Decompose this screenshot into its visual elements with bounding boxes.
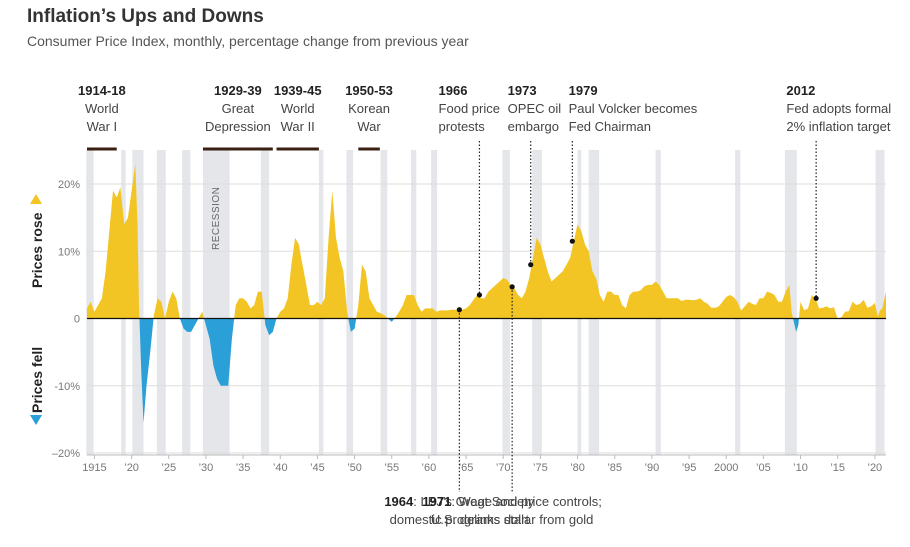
event-text: 2% inflation target xyxy=(786,119,890,134)
x-tick-label: ’80 xyxy=(570,462,585,474)
event-1973: 1973 OPEC oil embargo xyxy=(508,83,562,268)
prices-rose-text: Prices rose xyxy=(29,212,45,288)
event-dot xyxy=(813,295,819,301)
event-1979: 1979 Paul Volcker becomes Fed Chairman xyxy=(569,83,698,244)
event-text: U.S. delinks dollar from gold xyxy=(431,512,594,527)
x-tick-label: ’90 xyxy=(645,462,660,474)
x-tick-label: ’05 xyxy=(756,462,771,474)
event-text: World xyxy=(85,101,119,116)
prices-fell-label: Prices fell xyxy=(29,347,45,425)
prices-rose-label: Prices rose xyxy=(29,194,45,288)
event-text: domestic programs start xyxy=(390,512,530,527)
recession-band xyxy=(784,150,797,455)
x-tick-label: ’25 xyxy=(161,462,176,474)
event-year: 1929-39 xyxy=(214,83,262,98)
event-1966: 1966 Food price protests xyxy=(439,83,500,298)
prices-fell-text: Prices fell xyxy=(29,347,45,413)
recession-band xyxy=(86,150,94,455)
y-tick-label: –20% xyxy=(52,448,80,460)
event-text: Great xyxy=(222,101,255,116)
x-tick-label: 2000 xyxy=(714,462,738,474)
chart-title: Inflation’s Ups and Downs xyxy=(27,6,264,27)
x-tick-label: ’20 xyxy=(868,462,883,474)
event-text: Fed Chairman xyxy=(569,119,651,134)
event-1950-53: 1950-53 Korean War xyxy=(345,83,393,151)
x-tick-label: ’20 xyxy=(124,462,139,474)
y-tick-label: 10% xyxy=(58,246,80,258)
event-1964: 1964: LBJ’s Great Society domestic progra… xyxy=(384,307,535,527)
event-text: 1964: LBJ’s Great Society xyxy=(384,494,535,509)
event-text: Fed adopts formal xyxy=(786,101,891,116)
event-text-line: : LBJ’s Great Society xyxy=(413,494,535,509)
event-year: 1971 xyxy=(422,494,451,509)
x-tick-label: ’15 xyxy=(830,462,845,474)
event-text: War xyxy=(357,119,381,134)
event-year: 1950-53 xyxy=(345,83,393,98)
event-text: protests xyxy=(439,119,486,134)
x-tick-label: ’40 xyxy=(273,462,288,474)
x-tick-label: ’75 xyxy=(533,462,548,474)
x-tick-label: ’95 xyxy=(682,462,697,474)
recession-band xyxy=(346,150,354,455)
event-1914-18: 1914-18 World War I xyxy=(78,83,126,151)
x-tick-label: ’45 xyxy=(310,462,325,474)
axes: 1915 ’20 ’25 ’30 ’35 ’40 ’45 ’50 ’55 ’60 ’65 ’70 ’75… xyxy=(82,317,886,474)
x-tick-label: ’65 xyxy=(459,462,474,474)
y-tick-label: 20% xyxy=(58,179,80,191)
event-year: 2012 xyxy=(786,83,815,98)
event-text: War I xyxy=(87,119,118,134)
x-tick-label: ’55 xyxy=(384,462,399,474)
recession-band xyxy=(380,150,388,455)
recession-band xyxy=(735,150,741,455)
event-text: 1971: Wage and price controls; xyxy=(422,494,601,509)
event-1929-39: 1929-39 Great Depression xyxy=(202,83,273,151)
recession-band xyxy=(431,150,438,455)
x-tick-label: ’60 xyxy=(422,462,437,474)
event-year: 1939-45 xyxy=(274,83,322,98)
event-text: embargo xyxy=(508,119,559,134)
x-tick-label: 1915 xyxy=(82,462,106,474)
recession-band xyxy=(260,150,270,455)
event-1939-45: 1939-45 World War II xyxy=(274,83,322,151)
chart-subtitle: Consumer Price Index, monthly, percentag… xyxy=(27,33,469,49)
x-tick-label: ’10 xyxy=(793,462,808,474)
event-text-line: : Wage and price controls; xyxy=(451,494,602,509)
event-1971: 1971: Wage and price controls; U.S. delin… xyxy=(422,284,602,527)
event-text: Depression xyxy=(205,119,271,134)
event-text: OPEC oil xyxy=(508,101,562,116)
down-triangle-icon xyxy=(30,415,42,425)
event-text: Korean xyxy=(348,101,390,116)
recession-label: RECESSION xyxy=(211,187,222,250)
recession-band xyxy=(182,150,191,455)
event-text: War II xyxy=(281,119,315,134)
event-dot xyxy=(528,262,534,268)
event-text: Food price xyxy=(439,101,500,116)
event-year: 1973 xyxy=(508,83,537,98)
event-year: 1964 xyxy=(384,494,414,509)
x-tick-label: ’35 xyxy=(236,462,251,474)
y-tick-label: -10% xyxy=(54,381,80,393)
grid-lines: 20% 10% 0 -10% –20% xyxy=(52,179,886,460)
recession-band xyxy=(318,150,324,455)
event-dot xyxy=(476,292,483,298)
event-text: Paul Volcker becomes xyxy=(569,101,698,116)
event-2012: 2012 Fed adopts formal 2% inflation target xyxy=(786,83,891,301)
event-dot xyxy=(456,307,462,313)
event-text: World xyxy=(281,101,315,116)
x-tick-label: ’70 xyxy=(496,462,511,474)
x-tick-label: ’30 xyxy=(199,462,214,474)
x-tick-label: ’50 xyxy=(347,462,362,474)
recession-band xyxy=(202,150,230,455)
event-year: 1914-18 xyxy=(78,83,126,98)
event-year: 1966 xyxy=(439,83,468,98)
x-tick-label: ’85 xyxy=(607,462,622,474)
y-tick-label: 0 xyxy=(74,314,80,326)
event-dot xyxy=(509,284,515,290)
recession-band xyxy=(875,150,885,455)
event-dot xyxy=(569,238,575,244)
up-triangle-icon xyxy=(30,194,42,204)
event-year: 1979 xyxy=(569,83,598,98)
